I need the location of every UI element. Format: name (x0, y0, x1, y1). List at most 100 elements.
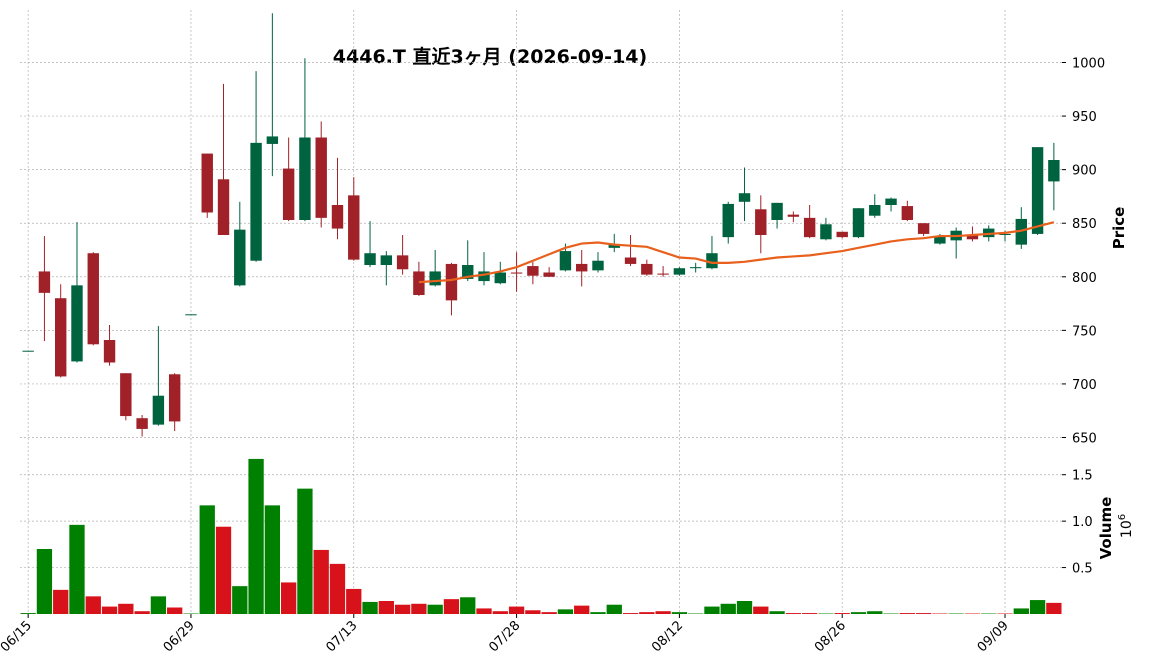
volume-bar (606, 604, 622, 614)
volume-bar (232, 586, 248, 614)
candle-body (201, 153, 213, 213)
volume-bar (785, 613, 802, 614)
volume-bar (508, 606, 525, 614)
candle-body (429, 271, 441, 286)
candle-body (999, 233, 1011, 235)
volume-bar (101, 606, 118, 614)
candle-body (71, 285, 83, 362)
volume-bar (346, 588, 362, 614)
x-tick-label: 09/09 (975, 618, 1012, 655)
candle-body (966, 235, 979, 240)
volume-bar (704, 606, 720, 614)
candle-body (657, 273, 669, 275)
candle-body (608, 244, 620, 248)
candle-body (380, 255, 393, 265)
candle-body (299, 137, 311, 220)
volume-bar (378, 601, 394, 614)
candle-body (885, 198, 897, 205)
volume-bar (264, 505, 281, 614)
volume-bar (460, 597, 476, 614)
volume-bar (329, 563, 346, 614)
volume-bar (525, 610, 541, 614)
volume-bar (297, 488, 313, 614)
volume-scale-exponent: 6 (1117, 514, 1128, 520)
y-tick-label: 900 (1072, 164, 1097, 179)
candle-body (706, 253, 718, 269)
volume-bar (574, 605, 590, 614)
candle-body (217, 179, 230, 235)
volume-bar (134, 611, 150, 614)
volume-bar (1029, 600, 1046, 614)
candle-body (250, 142, 262, 261)
candle-body (364, 253, 376, 265)
y-tick-label: 1000 (1072, 57, 1105, 72)
candle-body (559, 251, 572, 271)
volume-bar (1046, 602, 1062, 614)
volume-bar (753, 606, 769, 614)
volume-bar (850, 612, 867, 614)
x-tick-label: 06/29 (161, 618, 198, 655)
candle-body (787, 214, 800, 217)
x-tick-label: 07/28 (486, 618, 523, 655)
volume-bar (362, 601, 378, 614)
y2-tick-label: 1.5 (1072, 469, 1093, 484)
candle-body (413, 271, 425, 295)
candle-body (624, 257, 637, 264)
candle-body (803, 217, 816, 238)
candle-body (55, 298, 67, 377)
candle-body (869, 205, 881, 216)
y-tick-label: 750 (1072, 324, 1097, 339)
candle-body (234, 229, 246, 286)
candle-body (22, 350, 34, 352)
candle-body (315, 137, 327, 218)
y-tick-label: 950 (1072, 110, 1097, 125)
candle-body (592, 260, 604, 271)
volume-bar (443, 599, 460, 614)
candle-body (87, 253, 99, 345)
candle-body (445, 263, 458, 301)
volume-bar (85, 596, 101, 614)
x-tick-label: 08/12 (649, 618, 686, 655)
volume-bar (557, 609, 574, 614)
y-tick-label: 850 (1072, 217, 1097, 232)
volume-bar (541, 612, 557, 614)
volume-scale-base: 10 (1119, 520, 1135, 538)
volume-bar (118, 603, 134, 614)
y-tick-label: 800 (1072, 271, 1097, 286)
candle-body (738, 193, 751, 202)
volume-bar (476, 608, 492, 614)
x-tick-label: 07/13 (323, 618, 360, 655)
volume-bar (671, 612, 688, 614)
candle-body (852, 208, 865, 238)
candle-body (722, 203, 734, 238)
volume-bar (492, 611, 508, 614)
volume-bar (590, 612, 606, 614)
candle-body (689, 267, 702, 269)
candle-body (396, 255, 409, 270)
candle-body (820, 224, 832, 240)
moving-average-line (418, 221, 1055, 284)
candle-body (1031, 147, 1044, 234)
volume-bar (639, 612, 655, 614)
candle-body (348, 195, 360, 260)
volume-bar (20, 613, 36, 614)
volume-bar (899, 613, 915, 614)
candle-body (136, 418, 148, 429)
y-tick-label: 650 (1072, 432, 1097, 447)
candle-body (478, 271, 490, 282)
y2-axis-label: Volume (1097, 497, 1115, 560)
candle-body (836, 231, 848, 238)
volume-bar (394, 604, 411, 614)
volume-bar (769, 611, 785, 614)
x-tick-label: 06/15 (0, 618, 35, 655)
volume-bar (655, 611, 671, 614)
volume-bar (199, 505, 215, 614)
candle-body (673, 268, 686, 275)
candle-body (282, 168, 295, 220)
candle-body (901, 206, 914, 220)
volume-bar (427, 604, 443, 614)
volume-bar (69, 524, 85, 614)
candle-body (462, 265, 474, 279)
candle-body (168, 374, 181, 422)
candle-body (510, 272, 523, 274)
